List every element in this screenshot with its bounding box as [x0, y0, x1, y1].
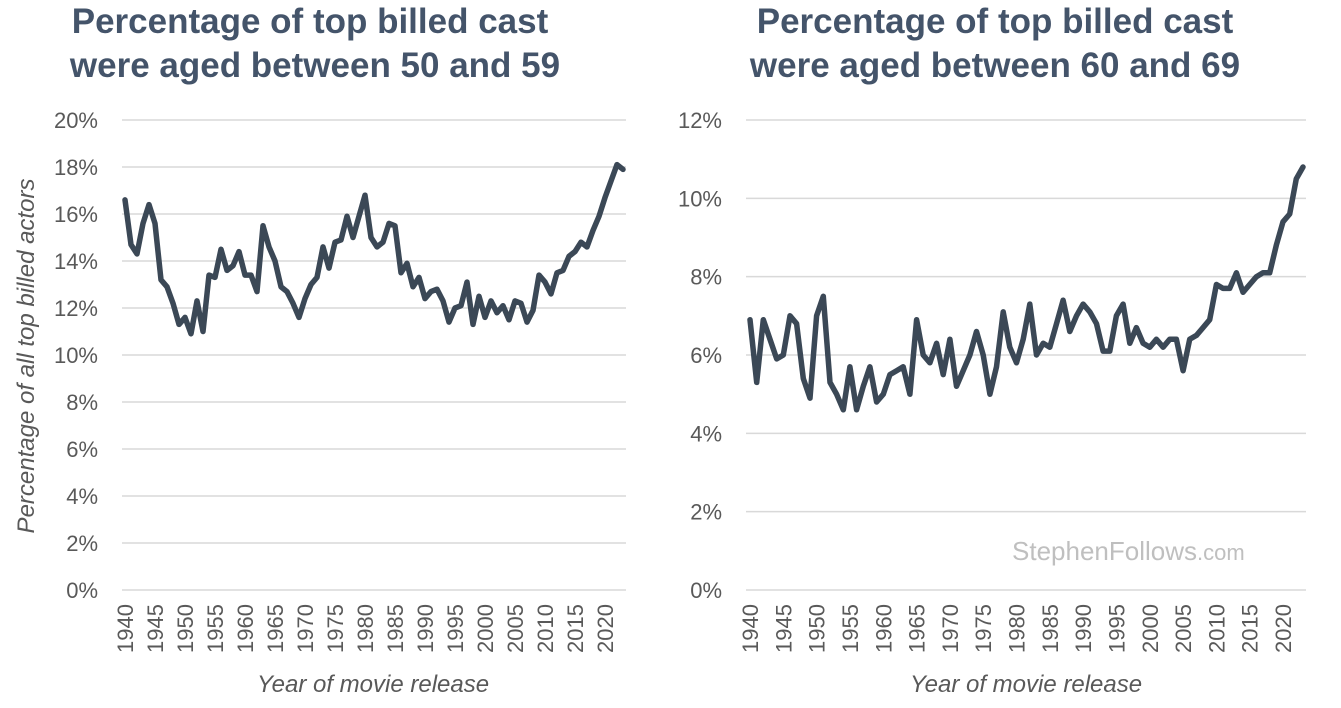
watermark-main: StephenFollows	[1012, 536, 1197, 566]
chart-left-y-tick-label: 6%	[66, 437, 98, 462]
chart-left-x-tick-label: 1975	[323, 604, 348, 653]
chart-right-x-tick-label: 1960	[871, 604, 896, 653]
chart-left-title-line-1: Percentage of top billed cast	[72, 2, 549, 41]
chart-right-x-tick-label: 1975	[971, 604, 996, 653]
chart-right-x-ticks: 1940 1945 1950 1955 1960 1965 1970 1975 1980 1985…	[738, 604, 1296, 653]
chart-right-y-tick-label: 12%	[678, 108, 722, 133]
chart-left-x-ticks: 1940 1945 1950 1955 1960 1965 1970 1975 1980 1985…	[113, 604, 618, 653]
chart-left-x-tick-label: 2020	[593, 604, 618, 653]
chart-right-y-tick-label: 10%	[678, 186, 722, 211]
chart-left-y-tick-label: 12%	[54, 296, 98, 321]
chart-right-x-tick-label: 2015	[1238, 604, 1263, 653]
chart-right-grid	[746, 119, 1306, 591]
chart-left-title-line-2: were aged between 50 and 59	[69, 46, 560, 85]
chart-right-y-ticks: 0% 2% 4% 6% 8% 10% 12%	[678, 108, 722, 603]
chart-left-x-tick-label: 2010	[533, 604, 558, 653]
chart-left-x-axis-label: Year of movie release	[257, 671, 489, 698]
chart-right-x-tick-label: 2005	[1171, 604, 1196, 653]
chart-left-y-tick-label: 18%	[54, 155, 98, 180]
chart-right-x-tick-label: 1990	[1071, 604, 1096, 653]
chart-right-x-tick-label: 1970	[938, 604, 963, 653]
chart-right-x-tick-label: 1950	[805, 604, 830, 653]
chart-right-x-tick-label: 1980	[1005, 604, 1030, 653]
chart-right-x-tick-label: 2000	[1138, 604, 1163, 653]
chart-right-x-tick-label: 1995	[1104, 604, 1129, 653]
chart-right-series-line	[747, 164, 1306, 413]
chart-right-x-tick-label: 2020	[1271, 604, 1296, 653]
chart-left-y-tick-label: 16%	[54, 202, 98, 227]
chart-right-y-tick-label: 6%	[690, 343, 722, 368]
chart-right-y-tick-label: 4%	[690, 421, 722, 446]
chart-right-x-tick-label: 2010	[1204, 604, 1229, 653]
chart-left-x-tick-label: 1940	[113, 604, 138, 653]
chart-left-x-tick-label: 1970	[293, 604, 318, 653]
chart-left-y-ticks: 0% 2% 4% 6% 8% 10% 12% 14% 16% 18% 20%	[54, 108, 98, 603]
chart-left-x-tick-label: 1995	[443, 604, 468, 653]
chart-left-y-tick-label: 2%	[66, 531, 98, 556]
chart-left-x-tick-label: 1985	[383, 604, 408, 653]
chart-right-x-tick-label: 1940	[738, 604, 763, 653]
chart-right-x-axis-label: Year of movie release	[910, 671, 1142, 698]
chart-left-y-tick-label: 8%	[66, 390, 98, 415]
chart-left-x-tick-label: 1965	[263, 604, 288, 653]
chart-left-grid	[122, 119, 626, 591]
chart-right-y-tick-label: 0%	[690, 578, 722, 603]
watermark-logo: StephenFollows.com	[1012, 536, 1245, 566]
chart-right-y-tick-label: 2%	[690, 500, 722, 525]
chart-right-title-line-1: Percentage of top billed cast	[757, 2, 1234, 41]
chart-left-y-tick-label: 14%	[54, 249, 98, 274]
chart-left-x-tick-label: 1980	[353, 604, 378, 653]
chart-right-title-line-2: were aged between 60 and 69	[749, 46, 1240, 85]
chart-left-x-tick-label: 1950	[173, 604, 198, 653]
chart-right-x-tick-label: 1945	[771, 604, 796, 653]
chart-left-y-tick-label: 20%	[54, 108, 98, 133]
chart-left-x-tick-label: 1960	[233, 604, 258, 653]
watermark-suffix: .com	[1197, 540, 1245, 565]
chart-right: Percentage of top billed cast were aged …	[678, 2, 1306, 698]
chart-left-series-line	[122, 161, 626, 337]
chart-right-x-tick-label: 1985	[1038, 604, 1063, 653]
chart-right-x-tick-label: 1955	[838, 604, 863, 653]
chart-left-y-axis-label: Percentage of all top billed actors	[13, 179, 40, 534]
chart-left-y-tick-label: 10%	[54, 343, 98, 368]
chart-left-x-tick-label: 2000	[473, 604, 498, 653]
chart-left-x-tick-label: 1945	[143, 604, 168, 653]
chart-left-x-tick-label: 2005	[503, 604, 528, 653]
chart-left-y-tick-label: 0%	[66, 578, 98, 603]
chart-left-x-tick-label: 2015	[563, 604, 588, 653]
chart-left-y-tick-label: 4%	[66, 484, 98, 509]
chart-left-x-tick-label: 1955	[203, 604, 228, 653]
chart-left-x-tick-label: 1990	[413, 604, 438, 653]
chart-right-x-tick-label: 1965	[905, 604, 930, 653]
chart-left: Percentage of top billed cast were aged …	[13, 2, 626, 698]
chart-right-y-tick-label: 8%	[690, 265, 722, 290]
